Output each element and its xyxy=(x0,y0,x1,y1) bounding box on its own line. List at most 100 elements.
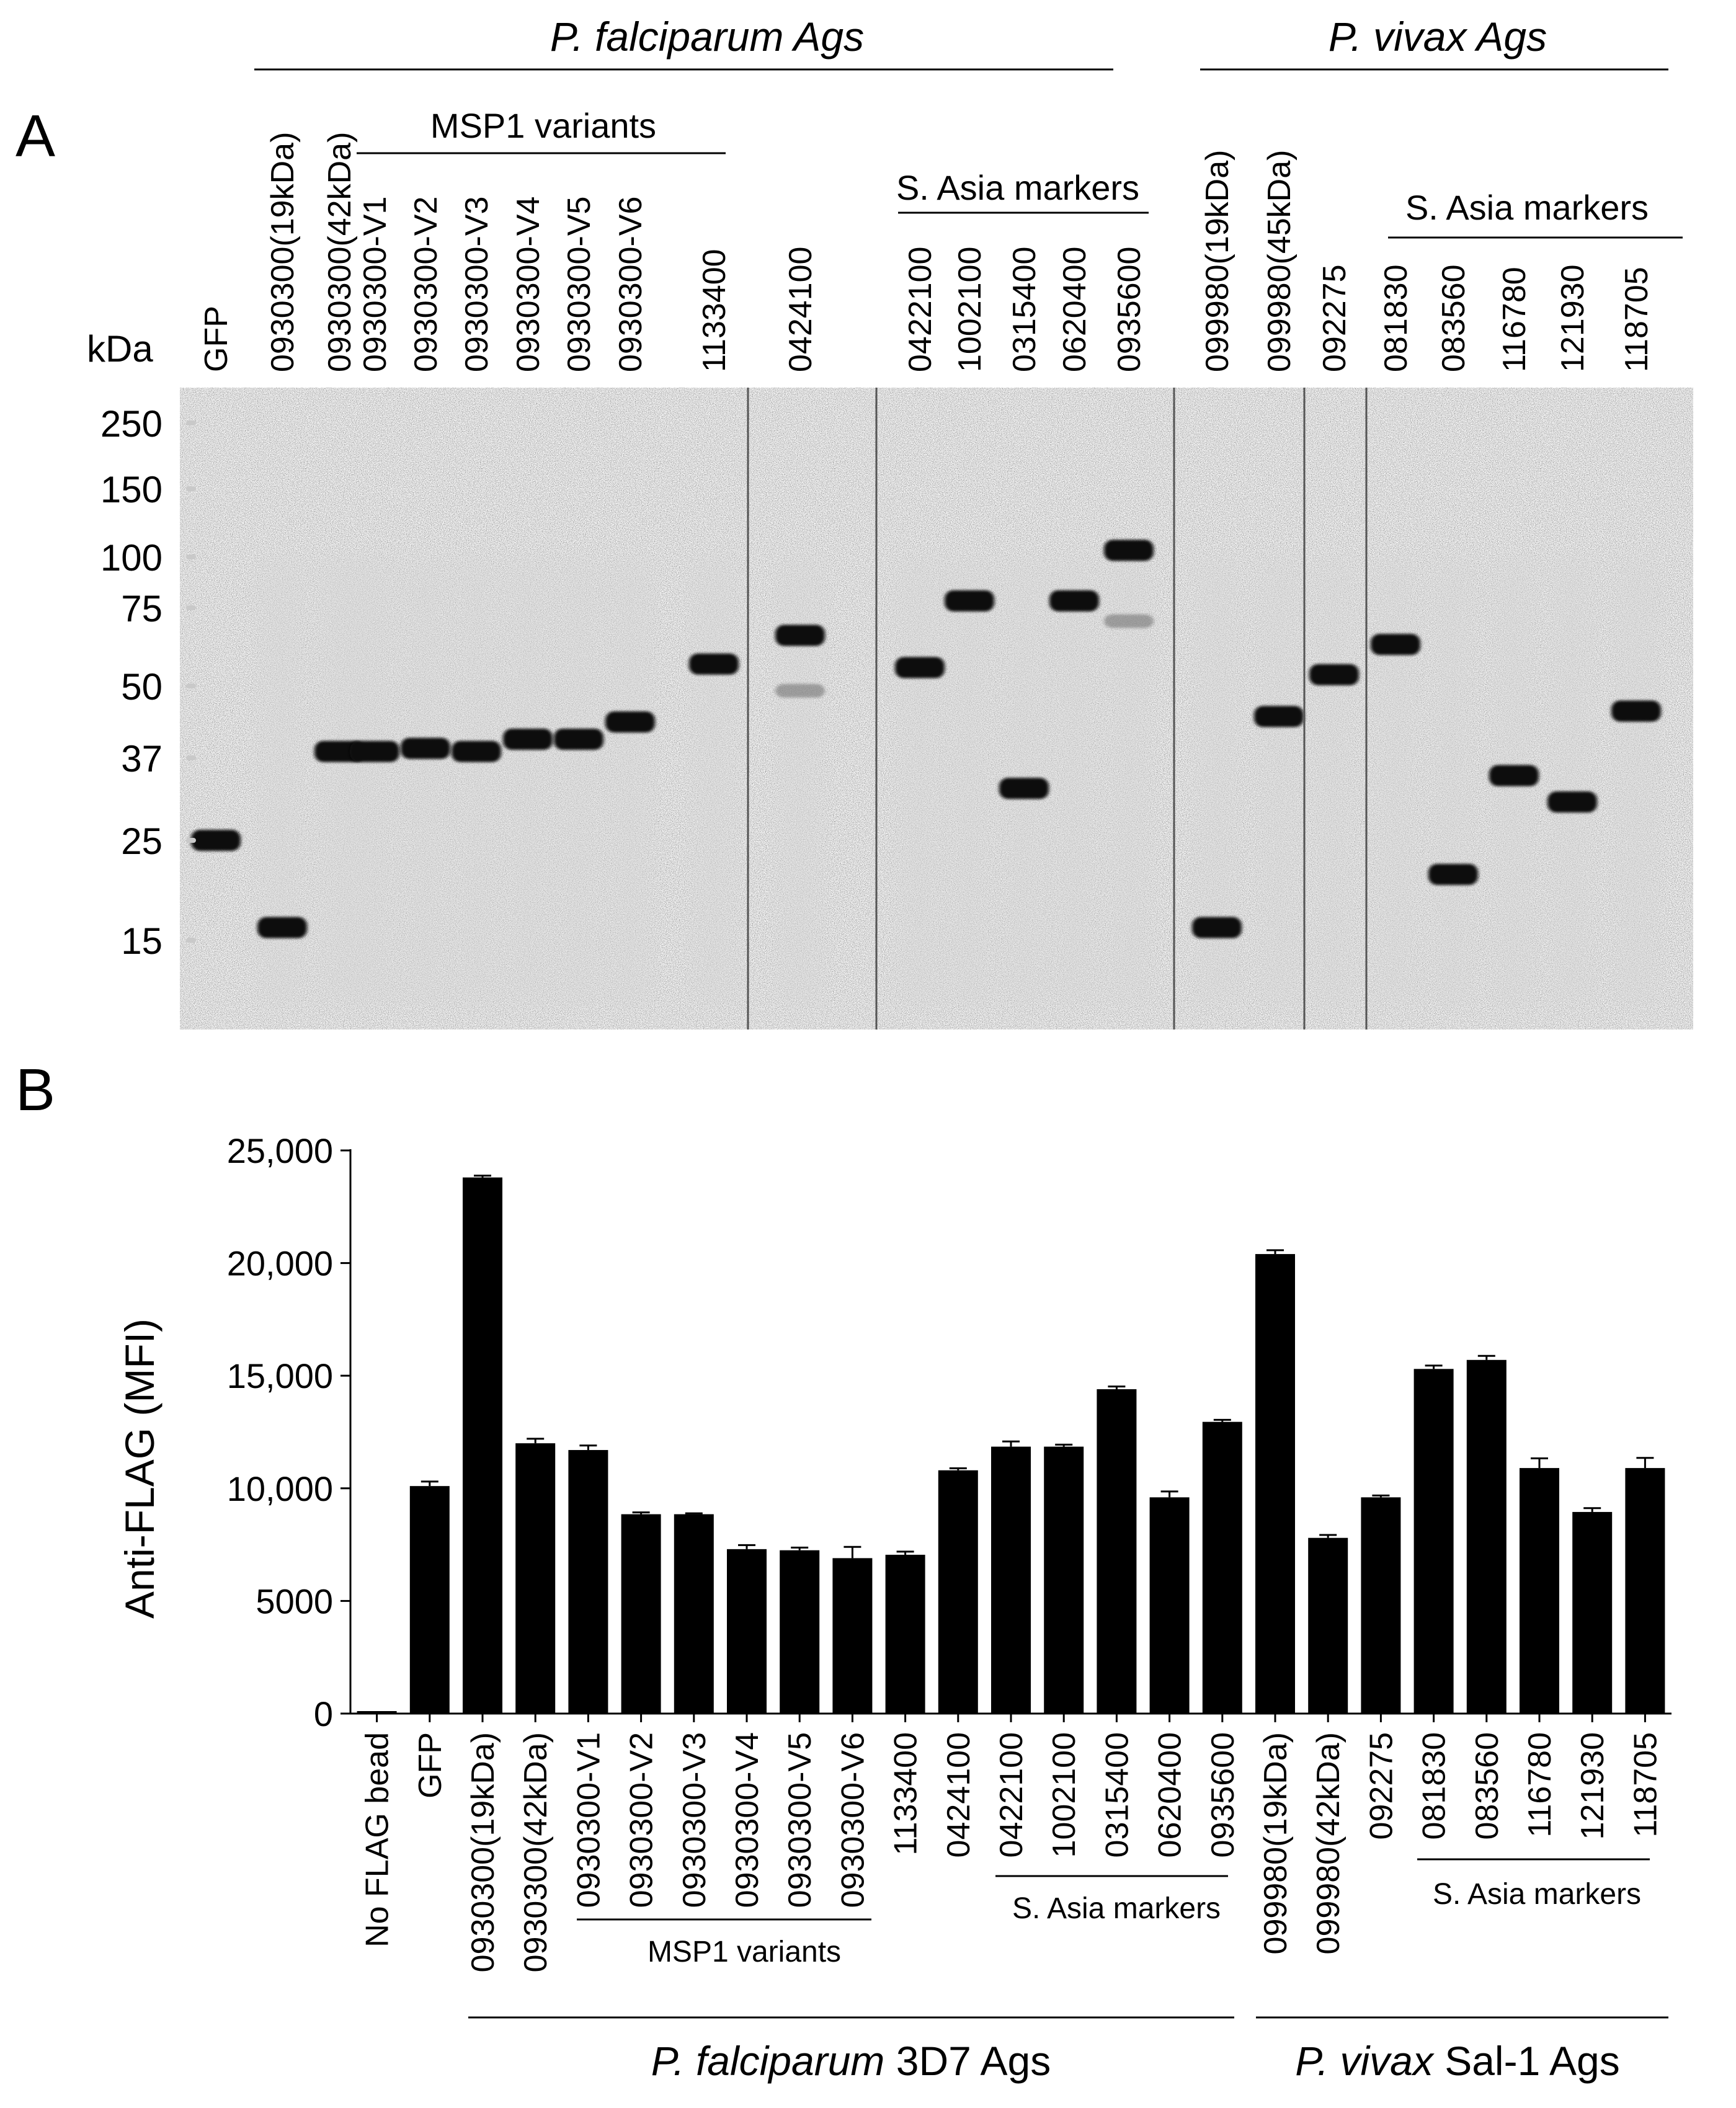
lane-smear xyxy=(454,558,499,1005)
bar xyxy=(1520,1468,1559,1714)
gel-band xyxy=(999,778,1049,799)
panel-b-pf-species: P. falciparum xyxy=(651,2038,885,2084)
bar xyxy=(409,1486,450,1714)
bar xyxy=(938,1470,978,1714)
bar xyxy=(727,1549,767,1714)
x-tick-labels: No FLAG bead GFP 0930300(19kDa) 0930300(42k… xyxy=(360,1714,1663,1972)
lane-label: 0935600 xyxy=(1111,247,1147,372)
x-tick-label: GFP xyxy=(412,1732,448,1799)
gel-ladder xyxy=(186,420,196,943)
panel-b-letter: B xyxy=(16,1057,55,1123)
gel-band xyxy=(1104,614,1154,628)
x-tick-label: 118705 xyxy=(1627,1732,1663,1838)
ladder-mark xyxy=(186,938,196,943)
panel-a-msp1-label: MSP1 variants xyxy=(430,106,656,145)
bar xyxy=(1255,1254,1295,1714)
y-tick-label: 25,000 xyxy=(227,1131,333,1170)
gel-band xyxy=(1104,540,1154,561)
lane-label: 0930300(19kDa) xyxy=(265,132,301,372)
lane-label: 0930300-V6 xyxy=(613,197,649,372)
bar xyxy=(1413,1369,1454,1714)
ladder-mark xyxy=(186,554,196,559)
x-tick-label: 0315400 xyxy=(1099,1732,1135,1857)
bar xyxy=(1202,1421,1242,1714)
gel-band xyxy=(945,590,994,611)
x-tick-label: No FLAG bead xyxy=(360,1732,396,1947)
panel-a-letter: A xyxy=(16,103,55,169)
lane-smear xyxy=(556,558,601,1005)
lane-label: 099980(19kDa) xyxy=(1200,150,1235,372)
gel-bands xyxy=(191,540,1661,938)
lane-smear xyxy=(403,558,448,1005)
bars xyxy=(357,1175,1665,1714)
panel-b-bar-chart: B Anti-FLAG (MFI) 0 5000 10,000 15,000 20,00… xyxy=(16,1057,1671,2084)
panel-a-pf-rest: Ags xyxy=(791,14,864,60)
marker-label: 100 xyxy=(100,537,162,579)
lane-label: 0930300-V5 xyxy=(561,197,597,372)
panel-a-pv-header: P. vivax Ags xyxy=(1329,14,1547,60)
lane-label: 0930300-V4 xyxy=(510,197,546,372)
panel-a-pf-sasia-label: S. Asia markers xyxy=(896,168,1139,207)
panel-a-pv-rest: Ags xyxy=(1474,14,1547,60)
lane-label: 0424100 xyxy=(783,247,819,372)
x-tick-label: 099980(42kDa) xyxy=(1311,1732,1347,1954)
x-tick-label: 099980(19kDa) xyxy=(1258,1732,1294,1954)
x-tick-label: 0935600 xyxy=(1205,1732,1241,1857)
lane-smear xyxy=(352,558,397,1005)
lane-smear xyxy=(897,558,942,1005)
bar xyxy=(1361,1497,1401,1714)
bar xyxy=(1572,1511,1613,1714)
lane-label: GFP xyxy=(198,306,234,372)
x-tick-label: 092275 xyxy=(1363,1732,1399,1840)
gel-band xyxy=(1049,590,1099,611)
bar xyxy=(674,1514,714,1714)
panel-a-western-blot: A P. falciparum Ags P. vivax Ags MSP1 va… xyxy=(16,14,1693,1030)
marker-label: 15 xyxy=(121,920,162,962)
lane-smear xyxy=(505,558,550,1005)
gel-band xyxy=(1254,706,1304,727)
y-tick-label: 20,000 xyxy=(227,1244,333,1283)
bar xyxy=(885,1554,925,1714)
gel-band xyxy=(452,740,501,762)
gel-band xyxy=(689,653,739,675)
gel-band xyxy=(401,737,450,759)
bar xyxy=(621,1514,661,1714)
bar xyxy=(568,1450,608,1714)
x-tick-label: 083560 xyxy=(1469,1732,1505,1840)
x-tick-label: 116780 xyxy=(1522,1732,1558,1838)
panel-b-pv-group-label: P. vivax Sal-1 Ags xyxy=(1295,2038,1619,2084)
lane-label: 081830 xyxy=(1378,264,1414,372)
lane-label: 083560 xyxy=(1436,264,1472,372)
bar xyxy=(463,1177,502,1714)
bar xyxy=(1625,1468,1665,1714)
y-tick-label: 15,000 xyxy=(227,1356,333,1395)
lane-label: 116780 xyxy=(1497,267,1533,372)
bar xyxy=(1097,1389,1137,1714)
x-tick-label: 0620400 xyxy=(1152,1732,1188,1857)
ladder-mark xyxy=(186,755,196,760)
lane-smear xyxy=(1373,558,1418,1005)
bar xyxy=(1308,1537,1348,1714)
lane-label: 118705 xyxy=(1619,267,1655,372)
panel-a-pv-species: P. vivax xyxy=(1329,14,1468,60)
panel-b-msp1-label: MSP1 variants xyxy=(648,1936,841,1968)
y-tick-label: 5000 xyxy=(256,1581,333,1621)
gel-band xyxy=(1371,634,1420,656)
x-tick-label: 0422100 xyxy=(994,1732,1030,1857)
ladder-mark xyxy=(186,683,196,688)
gel-band xyxy=(775,683,825,698)
lane-smear xyxy=(1550,558,1595,1005)
gel-band xyxy=(350,740,399,762)
bar xyxy=(515,1443,556,1714)
marker-label: 50 xyxy=(121,666,162,708)
ladder-mark xyxy=(186,420,196,425)
panel-b-pf-rest: 3D7 Ags xyxy=(896,2038,1051,2084)
panel-b-pv-species: P. vivax xyxy=(1295,2038,1435,2084)
lane-label: 099980(45kDa) xyxy=(1262,150,1298,372)
panel-a-pv-sasia-label: S. Asia markers xyxy=(1405,188,1649,227)
x-tick-label: 0930300-V3 xyxy=(677,1732,713,1908)
bar xyxy=(1044,1446,1084,1714)
y-tick-label: 10,000 xyxy=(227,1469,333,1508)
x-tick-label: 0424100 xyxy=(941,1732,977,1857)
bar xyxy=(832,1558,873,1714)
